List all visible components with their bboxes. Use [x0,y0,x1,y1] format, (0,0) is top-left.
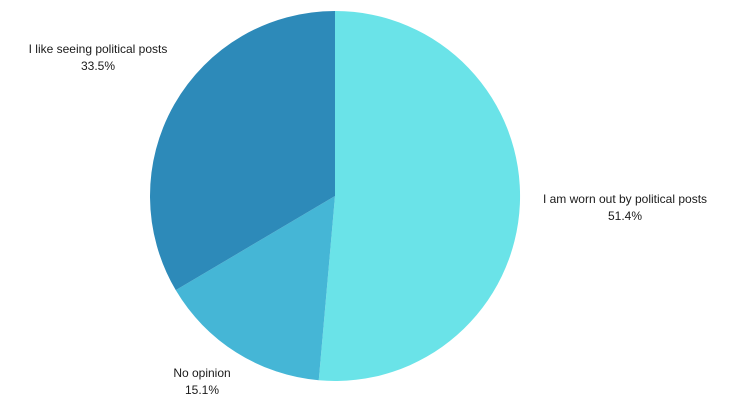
pie-labels: I am worn out by political posts 51.4% No … [29,42,707,397]
slice-label-3: I like seeing political posts [29,42,168,56]
slice-value-label-2: 15.1% [185,383,219,397]
slice-label-2: No opinion [173,366,230,380]
slice-value-label-3: 33.5% [81,59,115,73]
slice-value-label-1: 51.4% [608,209,642,223]
pie-slice-1 [318,10,521,381]
pie-slice-3 [149,11,335,291]
pie-slices [149,10,521,381]
slice-label-1: I am worn out by political posts [543,192,707,206]
pie-slice-2 [175,196,335,381]
